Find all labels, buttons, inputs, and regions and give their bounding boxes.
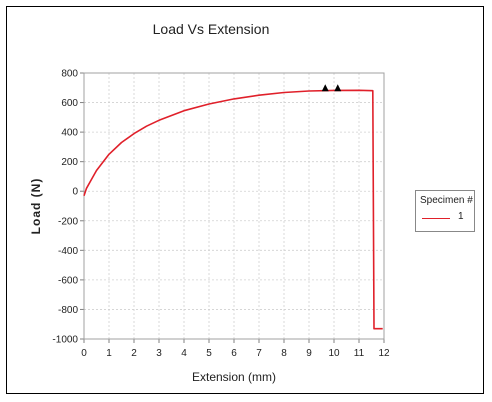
y-tick-label: 600	[61, 98, 78, 109]
chart-frame	[6, 6, 484, 394]
x-tick-label: 0	[81, 348, 87, 359]
x-tick-label: 6	[231, 348, 237, 359]
x-tick-label: 4	[181, 348, 187, 359]
plot-area	[83, 72, 385, 340]
y-tick-label: -1000	[52, 335, 78, 346]
series-line-1	[83, 89, 383, 330]
x-tick-label: 11	[354, 348, 365, 359]
marker-group	[321, 84, 342, 92]
x-tick-label: 1	[106, 348, 112, 359]
triangle-marker	[321, 84, 329, 92]
y-tick-label: -600	[58, 275, 78, 286]
y-axis-label: Load (N)	[29, 178, 43, 235]
x-tick-labels: 0 1 2 3 4 5 6 7 8 9 10 11 12	[81, 348, 390, 359]
grid-lines	[80, 72, 385, 343]
x-tick-label: 12	[378, 348, 390, 359]
y-tick-label: -400	[58, 246, 78, 257]
x-tick-label: 10	[328, 348, 340, 359]
y-tick-label: 0	[72, 187, 78, 198]
x-tick-label: 7	[256, 348, 262, 359]
legend-swatch-1	[422, 218, 450, 219]
legend: Specimen # 1	[415, 190, 475, 232]
x-tick-label: 5	[206, 348, 212, 359]
x-tick-label: 8	[281, 348, 287, 359]
y-tick-labels: 800 600 400 200 0 -200 -400 -600 -800 -1000	[52, 69, 78, 346]
x-tick-label: 2	[131, 348, 137, 359]
x-axis-label: Extension (mm)	[192, 370, 276, 384]
y-tick-label: 400	[61, 128, 78, 139]
legend-entry-1: 1	[458, 211, 464, 222]
x-tick-label: 3	[156, 348, 162, 359]
triangle-marker	[334, 84, 342, 92]
x-tick-label: 9	[306, 348, 312, 359]
y-tick-label: -800	[58, 305, 78, 316]
y-tick-label: 800	[61, 69, 78, 80]
y-tick-label: -200	[58, 216, 78, 227]
legend-title: Specimen #	[420, 195, 473, 206]
chart-title: Load Vs Extension	[153, 21, 270, 37]
y-tick-label: 200	[61, 157, 78, 168]
series-group	[83, 89, 383, 330]
